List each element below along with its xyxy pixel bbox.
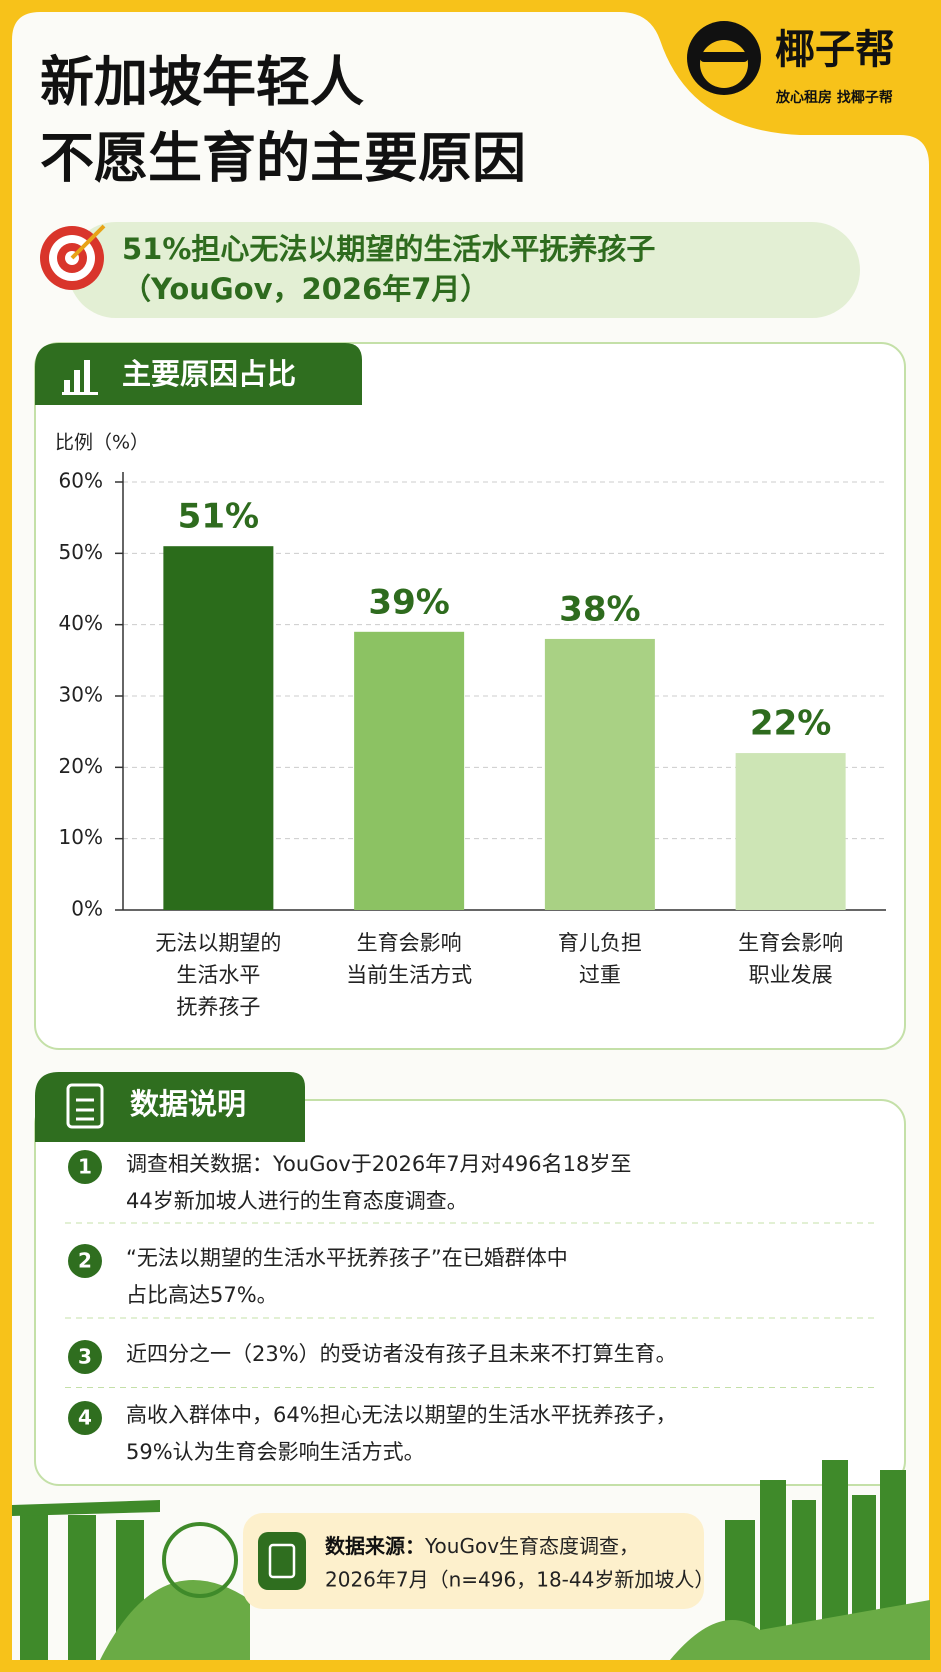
note-text: 59%认为生育会影响生活方式。 [126,1440,425,1464]
x-tick-label: 无法以期望的 [155,931,281,955]
note-text: 高收入群体中，64%担心无法以期望的生活水平抚养孩子， [126,1403,677,1427]
source-line: 2026年7月（n=496，18-44岁新加坡人） [325,1568,714,1592]
y-axis-label: 比例（%） [55,432,149,454]
note-number: 4 [78,1406,92,1430]
note-badge [68,1150,102,1184]
brand: 椰子帮 [775,27,895,73]
y-tick-label: 40% [59,611,103,635]
y-tick-label: 20% [59,754,103,778]
note-number: 3 [78,1345,92,1369]
title-line: 新加坡年轻人 [40,51,364,114]
x-tick-label: 育儿负担 [558,931,642,955]
bar [163,546,274,910]
y-tick-label: 60% [59,469,103,493]
source-icon [258,1532,306,1590]
title-line: 不愿生育的主要原因 [40,127,526,190]
x-tick-label: 当前生活方式 [346,963,472,987]
note-badge [68,1401,102,1435]
value-label: 39% [368,582,449,622]
note-badge [68,1244,102,1278]
x-tick-label: 过重 [579,963,621,987]
skyline [12,1460,930,1660]
chart-tab [35,343,362,405]
logo: 椰子帮 放心租房 找椰子帮 [687,21,895,106]
y-tick-label: 30% [59,683,103,707]
bar [544,638,655,910]
bar-icon [62,360,98,395]
notes-title: 数据说明 [130,1087,246,1121]
highlight-text: 51%担心无法以期望的生活水平抚养孩子 [122,232,655,266]
note-text: 调查相关数据：YouGov于2026年7月对496名18岁至 [126,1152,631,1176]
notes-card [34,1099,906,1486]
note-number: 1 [78,1155,92,1179]
note-badge [68,1340,102,1374]
x-tick-label: 生育会影响 [357,931,462,955]
note-number: 2 [78,1249,92,1273]
note-text: “无法以期望的生活水平抚养孩子”在已婚群体中 [126,1246,568,1270]
y-tick-label: 10% [59,825,103,849]
x-tick-label: 抚养孩子 [176,995,260,1019]
note-text: 近四分之一（23%）的受访者没有孩子且未来不打算生育。 [126,1342,677,1366]
highlight-box [68,222,860,318]
target-icon [40,224,106,290]
bar [354,631,465,910]
source-line: YouGov生育态度调查， [424,1534,639,1558]
x-tick-label: 生育会影响 [738,931,843,955]
value-label: 51% [178,497,259,537]
highlight-text: （YouGov，2026年7月） [122,272,489,306]
value-label: 22% [750,704,831,744]
source-text: 数据来源：YouGov生育态度调查， [325,1534,639,1558]
clipboard-icon [66,1083,104,1129]
note-text: 占比高达57%。 [126,1283,278,1307]
x-tick-label: 生活水平 [176,963,260,987]
y-tick-label: 50% [59,540,103,564]
source-label: 数据来源： [325,1534,425,1558]
bar [735,753,846,910]
slogan: 放心租房 找椰子帮 [775,89,893,106]
y-tick-label: 0% [71,897,103,921]
value-label: 38% [559,589,640,629]
chart-title: 主要原因占比 [122,357,296,391]
note-text: 44岁新加坡人进行的生育态度调查。 [126,1189,468,1213]
x-tick-label: 职业发展 [749,963,833,987]
source-box [243,1513,704,1609]
